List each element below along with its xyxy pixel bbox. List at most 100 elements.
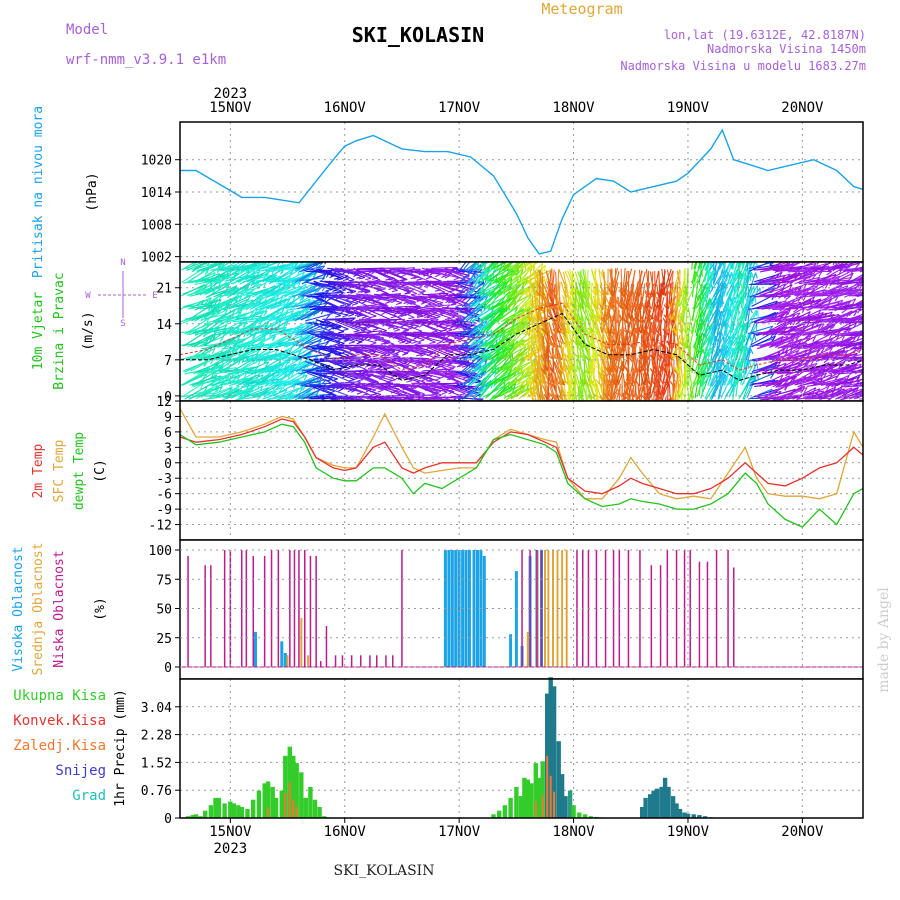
wind-barb bbox=[190, 280, 213, 296]
wind-barb bbox=[252, 372, 276, 387]
wind-barb bbox=[266, 282, 290, 297]
wind-barb bbox=[346, 396, 357, 401]
wind-barb bbox=[281, 344, 305, 360]
wind-barb bbox=[424, 368, 451, 372]
wind-barb bbox=[228, 262, 246, 272]
wind-barb-flag bbox=[361, 315, 368, 319]
wind-barb-flag bbox=[418, 366, 425, 369]
wind-barb-flag bbox=[322, 273, 327, 280]
wind-barb bbox=[211, 264, 237, 271]
wind-barb-flag bbox=[448, 341, 455, 344]
elevation-text: Nadmorska Visina 1450m bbox=[707, 42, 866, 56]
wind-barb bbox=[271, 371, 294, 387]
wind-barb bbox=[421, 396, 434, 401]
wind-barb bbox=[427, 321, 453, 331]
wind-barb bbox=[273, 282, 297, 297]
wind-barb bbox=[428, 360, 454, 370]
wind-barb-flag bbox=[370, 351, 377, 355]
wind-barb bbox=[195, 375, 221, 384]
wind-barb bbox=[352, 296, 378, 306]
wind-barb bbox=[195, 362, 220, 373]
wind-barb bbox=[260, 263, 286, 272]
wind-barb bbox=[217, 371, 240, 387]
wind-barb-flag bbox=[436, 341, 443, 345]
model-name: wrf-nmm_v3.9.1 e1km bbox=[66, 52, 226, 68]
wind-barb bbox=[251, 296, 276, 309]
wind-barb bbox=[206, 262, 226, 271]
wind-barb bbox=[301, 285, 326, 297]
wind-barb bbox=[268, 372, 291, 387]
wind-barbs bbox=[180, 262, 863, 401]
wind-barb bbox=[269, 346, 293, 361]
wind-barb bbox=[199, 294, 222, 310]
wind-barb bbox=[366, 382, 393, 385]
wind-barb bbox=[347, 322, 373, 333]
wind-barb-flag bbox=[278, 387, 284, 393]
wind-barb-flag bbox=[323, 341, 329, 347]
wind-barb bbox=[371, 370, 396, 381]
wind-barb-flag bbox=[425, 303, 432, 307]
wind-barb bbox=[436, 346, 462, 357]
wind-barb bbox=[376, 359, 401, 372]
wind-barb bbox=[391, 293, 417, 304]
wind-barb bbox=[415, 371, 442, 379]
wind-barb bbox=[281, 368, 305, 384]
wind-barb-flag bbox=[348, 279, 355, 282]
wind-barb bbox=[358, 397, 369, 401]
wind-barb bbox=[346, 347, 372, 358]
wind-barb bbox=[246, 269, 271, 283]
wind-barb-flag bbox=[393, 329, 400, 332]
wind-barb-flag bbox=[384, 354, 391, 357]
wind-barb bbox=[214, 347, 239, 360]
wind-barb bbox=[411, 373, 436, 384]
wind-barb bbox=[415, 345, 441, 357]
wind-barb-flag bbox=[364, 290, 371, 293]
wind-barb bbox=[222, 312, 248, 322]
wind-barb-flag bbox=[397, 313, 404, 318]
wind-barb-flag bbox=[402, 329, 409, 333]
wind-barb bbox=[353, 321, 379, 329]
wind-barb-flag bbox=[390, 279, 397, 282]
wind-barb-flag bbox=[264, 295, 268, 302]
wind-barb-flag bbox=[431, 330, 438, 333]
wind-barb bbox=[184, 385, 208, 400]
wind-barb bbox=[225, 262, 242, 273]
wind-barb-flag bbox=[372, 354, 379, 358]
wind-barb-flag bbox=[350, 317, 356, 322]
wind-barb bbox=[266, 283, 290, 298]
wind-barb-flag bbox=[352, 377, 359, 381]
wind-barb bbox=[319, 320, 345, 333]
wind-barb-flag bbox=[327, 312, 333, 316]
wind-barb bbox=[296, 286, 322, 296]
wind-barb bbox=[375, 270, 400, 282]
wind-barb-flag bbox=[356, 314, 363, 318]
wind-barb-flag bbox=[357, 379, 364, 382]
wind-barb bbox=[208, 326, 234, 333]
wind-barb-flag bbox=[448, 391, 455, 395]
model-elevation-text: Nadmorska Visina u modelu 1683.27m bbox=[620, 59, 866, 73]
wind-barb-flag bbox=[303, 283, 307, 290]
wind-barb bbox=[338, 369, 364, 381]
wind-barb bbox=[265, 320, 289, 335]
wind-barb-flag bbox=[383, 342, 390, 345]
wind-barb-flag bbox=[299, 295, 304, 302]
wind-barb bbox=[394, 373, 420, 383]
wind-barb-flag bbox=[377, 389, 384, 393]
wind-barb-flag bbox=[418, 339, 425, 343]
wind-barb bbox=[298, 393, 325, 400]
wind-barb bbox=[430, 359, 456, 368]
wind-barb-flag bbox=[344, 304, 351, 308]
wind-barb bbox=[397, 321, 423, 332]
wind-barb-flag bbox=[375, 393, 382, 397]
wind-barb-flag bbox=[424, 315, 431, 319]
wind-barb bbox=[193, 262, 211, 270]
wind-barb bbox=[373, 397, 387, 401]
wind-barb bbox=[235, 324, 261, 335]
wind-barb-flag bbox=[246, 283, 251, 290]
wind-barb bbox=[415, 308, 441, 318]
wind-barb bbox=[433, 271, 460, 279]
wind-barb-flag bbox=[297, 268, 301, 275]
wind-barb bbox=[203, 309, 228, 322]
wind-barb bbox=[224, 378, 251, 385]
station-title: SKI_KOLASIN bbox=[352, 23, 484, 47]
